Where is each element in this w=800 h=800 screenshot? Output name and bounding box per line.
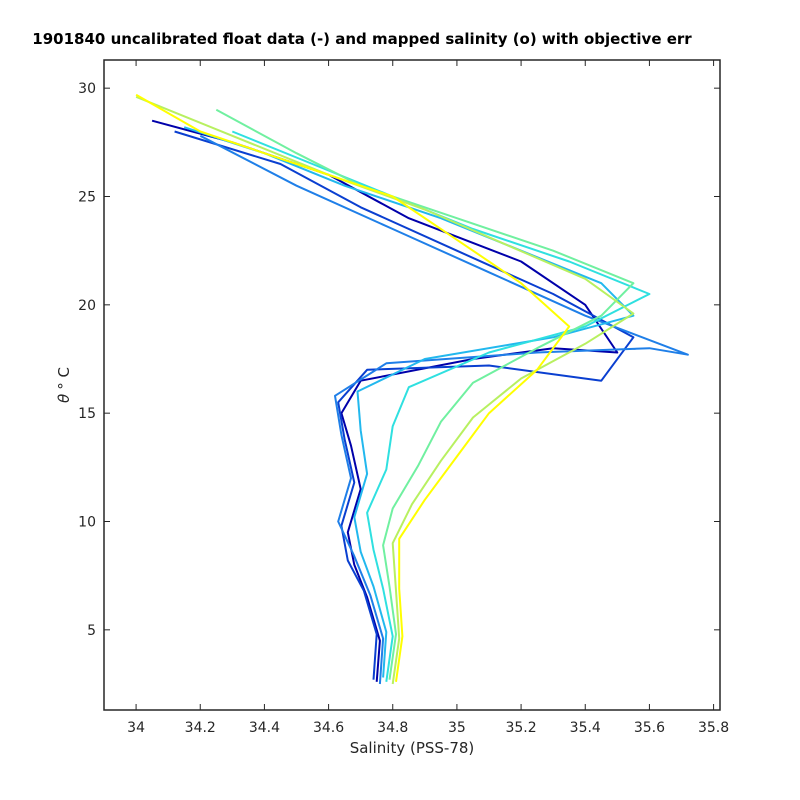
- series-line-1: [174, 130, 635, 680]
- x-tick-label: 34: [127, 720, 145, 736]
- y-tick-label: 5: [87, 623, 96, 639]
- y-axis-ticks: 5 10 15 20 25 30: [78, 81, 720, 639]
- y-tick-label: 15: [78, 406, 96, 422]
- x-tick-label: 34.8: [377, 720, 408, 736]
- series-line-4: [231, 130, 651, 682]
- y-tick-label: 25: [78, 190, 96, 206]
- x-tick-label: 35.6: [634, 720, 665, 736]
- x-tick-label: 34.4: [249, 720, 280, 736]
- plot-frame: [103, 59, 721, 711]
- y-axis-label: θ ° C: [55, 367, 73, 403]
- x-tick-label: 35.2: [505, 720, 536, 736]
- series-line-0: [151, 119, 619, 682]
- y-axis-symbol: θ: [55, 394, 73, 403]
- series-line-3: [183, 126, 635, 678]
- x-tick-label: 35.4: [570, 720, 601, 736]
- series-line-7: [135, 93, 571, 682]
- x-tick-label: 34.2: [185, 720, 216, 736]
- chart-title: 1901840 uncalibrated float data (-) and …: [32, 30, 692, 48]
- x-tick-label: 34.6: [313, 720, 344, 736]
- x-tick-label: 35.8: [698, 720, 729, 736]
- y-tick-label: 30: [78, 81, 96, 97]
- x-axis-ticks: 34 34.2 34.4 34.6 34.8 35 35.2 35.4 35.6 35.8: [127, 60, 729, 736]
- series-layer: [135, 93, 689, 685]
- series-line-5: [215, 108, 635, 680]
- series-line-2: [199, 134, 689, 685]
- x-axis-label: Salinity (PSS-78): [350, 739, 475, 757]
- y-tick-label: 10: [78, 515, 96, 531]
- x-tick-label: 35: [448, 720, 466, 736]
- y-tick-label: 20: [78, 298, 96, 314]
- y-axis-unit: ° C: [55, 367, 73, 390]
